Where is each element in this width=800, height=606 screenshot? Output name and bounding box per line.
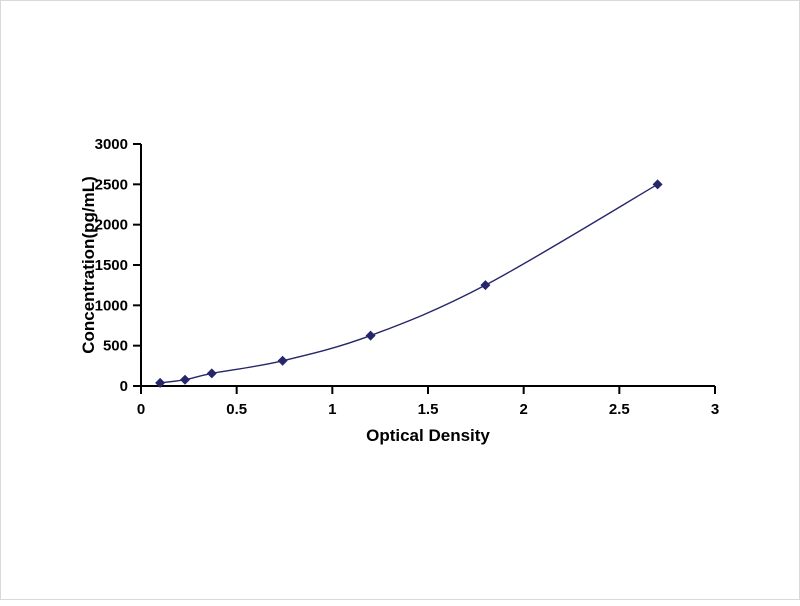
data-point-marker — [206, 368, 217, 379]
y-tick-label: 2500 — [95, 176, 128, 193]
y-tick-label: 500 — [103, 338, 128, 355]
data-point-marker — [277, 355, 288, 366]
x-tick-label: 3 — [711, 401, 719, 418]
curve-line — [160, 183, 658, 384]
axes — [140, 144, 715, 387]
x-tick-label: 2 — [519, 401, 527, 418]
x-tick-label: 2.5 — [609, 401, 630, 418]
x-tick-label: 1.5 — [418, 401, 439, 418]
y-tick-label: 2000 — [95, 217, 128, 234]
data-point-marker — [365, 330, 376, 341]
x-tick-label: 0.5 — [226, 401, 247, 418]
x-axis-label: Optical Density — [366, 426, 490, 445]
y-tick-label: 3000 — [95, 136, 128, 153]
data-point-marker — [155, 377, 166, 388]
axis-tick-labels: 0 0.5 1 1.5 2 2.5 3 0 500 1000 1500 2000 2500 3000 — [95, 136, 720, 418]
data-point-marker — [652, 179, 663, 190]
y-tick-label: 0 — [120, 378, 128, 395]
y-tick-label: 1000 — [95, 297, 128, 314]
data-point-marker — [180, 374, 191, 385]
data-series — [155, 179, 663, 388]
y-tick-label: 1500 — [95, 257, 128, 274]
data-point-marker — [480, 280, 491, 291]
x-tick-label: 0 — [137, 401, 145, 418]
y-axis-label: Concentration(pg/mL) — [79, 176, 98, 354]
axis-ticks — [133, 143, 716, 394]
x-tick-label: 1 — [328, 401, 336, 418]
